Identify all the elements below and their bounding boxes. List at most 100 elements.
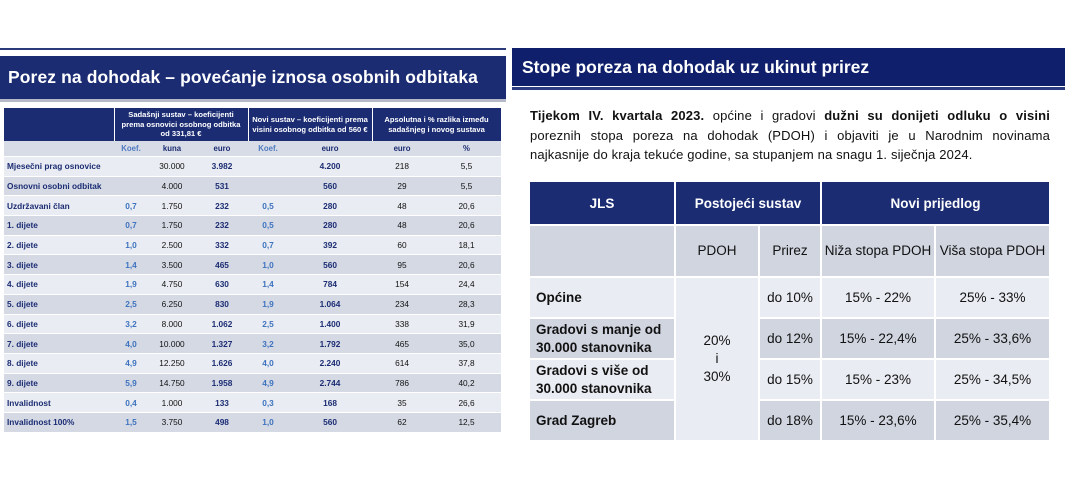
diff-percent: 26,6 [432, 392, 502, 413]
header-blank [4, 141, 114, 157]
right-title-bar: Stope poreza na dohodak uz ukinut prirez [512, 48, 1065, 86]
row-label: 9. dijete [4, 372, 114, 393]
koef-current: 0,7 [114, 195, 148, 216]
left-top-rule [0, 48, 506, 50]
header-current-system: Sadašnji sustav – koeficijenti prema osn… [114, 108, 249, 141]
koef-current: 1,4 [114, 254, 148, 275]
left-title: Porez na dohodak – povećanje iznosa osob… [8, 67, 479, 87]
diff-euro: 614 [372, 352, 433, 374]
euro-new: 280 [288, 195, 373, 216]
diff-euro: 154 [372, 274, 433, 295]
koef-current: 0,4 [114, 392, 148, 413]
header-euro: euro [372, 141, 433, 157]
diff-percent: 12,5 [432, 411, 502, 432]
diff-percent: 5,5 [432, 156, 502, 177]
diff-percent: 20,6 [432, 195, 502, 216]
table-row: 9. dijete 5,9 14.750 1.958 4,9 2.744 786 40,2 [4, 372, 502, 393]
euro-new: 2.744 [288, 372, 373, 393]
diff-percent: 31,9 [432, 313, 502, 334]
header-euro: euro [196, 141, 249, 157]
row-label: Mjesečni prag osnovice [4, 156, 114, 177]
table-row: 7. dijete 4,0 10.000 1.327 3,2 1.792 465 35,0 [4, 333, 502, 354]
euro-new: 1.400 [288, 313, 373, 334]
prirez-value: do 18% [759, 399, 823, 440]
koef-current: 2,5 [114, 293, 148, 314]
koef-new: 1,4 [248, 274, 289, 295]
koef-new: 0,3 [248, 392, 289, 413]
intro-paragraph: Tijekom IV. kvartala 2023. općine i grad… [530, 106, 1050, 165]
jls-name: Gradovi s više od 30.000 stanovnika [530, 358, 676, 400]
kuna-value: 6.250 [148, 293, 196, 314]
row-label: 2. dijete [4, 234, 114, 255]
euro-current: 830 [196, 293, 249, 314]
prirez-value: do 10% [759, 276, 823, 318]
table-subheader-row: PDOH Prirez Niža stopa PDOH Viša stopa P… [530, 224, 1052, 277]
row-label: 8. dijete [4, 352, 114, 374]
header-blank [4, 108, 115, 141]
table-row: Invalidnost 100% 1,5 3.750 498 1,0 560 62 12,5 [4, 411, 502, 432]
intro-text: općine i gradovi [704, 108, 825, 123]
koef-new [248, 156, 289, 177]
koef-new: 3,2 [248, 333, 289, 354]
row-label: Osnovni osobni odbitak [4, 175, 114, 196]
kuna-value: 30.000 [148, 156, 196, 177]
diff-percent: 37,8 [432, 352, 502, 374]
header-pdoh: PDOH [675, 224, 760, 277]
kuna-value: 3.500 [148, 254, 196, 275]
diff-euro: 218 [372, 156, 433, 177]
table-row: Gradovi s manje od 30.000 stanovnika do … [530, 317, 1052, 359]
pdoh-rate-high: 30% [703, 369, 731, 384]
koef-new: 2,5 [248, 313, 289, 334]
kuna-value: 3.750 [148, 411, 196, 432]
pdoh-rate-low: 20% [703, 333, 731, 348]
header-lower-rate: Niža stopa PDOH [821, 224, 937, 277]
table-row: 8. dijete 4,9 12.250 1.626 4,0 2.240 614 37,8 [4, 352, 502, 374]
row-label: 3. dijete [4, 254, 114, 275]
diff-euro: 786 [372, 372, 433, 393]
diff-euro: 48 [372, 215, 433, 236]
kuna-value: 2.500 [148, 234, 196, 255]
diff-percent: 24,4 [432, 274, 502, 295]
table-row: 4. dijete 1,9 4.750 630 1,4 784 154 24,4 [4, 274, 502, 295]
prirez-value: do 15% [759, 358, 823, 400]
koef-new: 0,5 [248, 195, 289, 216]
row-label: 5. dijete [4, 293, 114, 314]
table-row: Invalidnost 0,4 1.000 133 0,3 168 35 26,6 [4, 392, 502, 413]
euro-new: 560 [288, 175, 373, 196]
diff-percent: 18,1 [432, 234, 502, 255]
diff-percent: 28,3 [432, 293, 502, 314]
euro-new: 2.240 [288, 352, 373, 374]
header-koef: Koef. [114, 141, 148, 157]
diff-euro: 62 [372, 411, 433, 432]
row-label: 1. dijete [4, 215, 114, 236]
euro-current: 232 [196, 215, 249, 236]
koef-current [114, 156, 148, 177]
koef-current: 1,9 [114, 274, 148, 295]
koef-current: 1,0 [114, 234, 148, 255]
euro-current: 498 [196, 411, 249, 432]
table-header-units: Koef. kuna euro Koef. euro euro % [4, 141, 502, 157]
lower-rate-value: 15% - 22% [821, 276, 937, 318]
diff-euro: 60 [372, 234, 433, 255]
euro-current: 3.982 [196, 156, 249, 177]
kuna-value: 4.750 [148, 274, 196, 295]
kuna-value: 1.750 [148, 215, 196, 236]
header-higher-rate: Viša stopa PDOH [935, 224, 1052, 277]
intro-line: Tijekom IV. kvartala 2023. općine i grad… [530, 106, 1050, 126]
right-title-underline [512, 87, 1065, 90]
row-label: 7. dijete [4, 333, 114, 354]
intro-bold: Tijekom IV. kvartala 2023. [530, 108, 705, 123]
header-blank [530, 224, 676, 277]
higher-rate-value: 25% - 34,5% [935, 358, 1052, 400]
koef-current [114, 175, 148, 196]
euro-new: 168 [288, 392, 373, 413]
header-new-system: Novi sustav – koeficijenti prema visini … [248, 108, 373, 141]
table-row: 2. dijete 1,0 2.500 332 0,7 392 60 18,1 [4, 234, 502, 255]
higher-rate-value: 25% - 33% [935, 276, 1052, 318]
diff-euro: 35 [372, 392, 433, 413]
diff-percent: 35,0 [432, 333, 502, 354]
jls-name: Općine [530, 276, 676, 318]
euro-new: 1.064 [288, 293, 373, 314]
row-label: Invalidnost [4, 392, 114, 413]
euro-current: 531 [196, 175, 249, 196]
